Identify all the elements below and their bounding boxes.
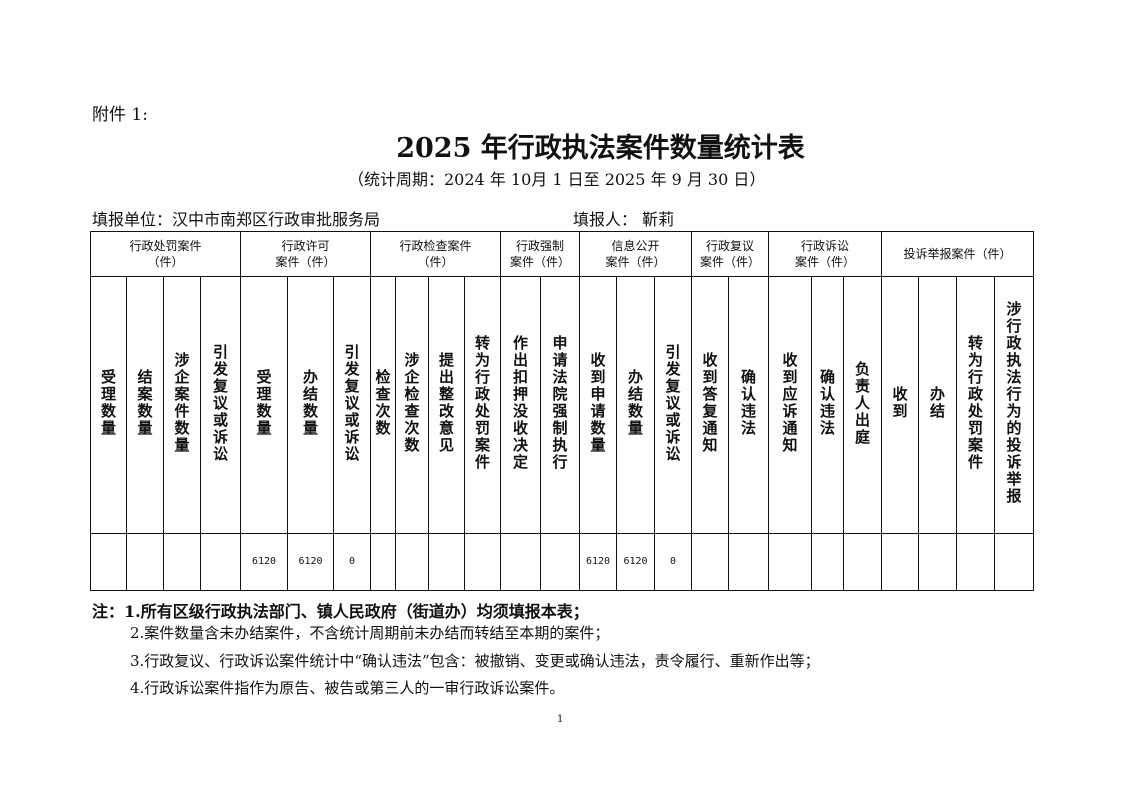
note-4: 4.行政诉讼案件指作为原告、被告或第三人的一审行政诉讼案件。 <box>130 679 565 697</box>
data-cell <box>90 533 127 591</box>
data-cell <box>843 533 882 591</box>
column-label: 确认违法 <box>818 369 836 437</box>
column-label: 引发复议或诉讼 <box>663 343 682 463</box>
group-header: 行政诉讼 案件（件） <box>768 231 882 277</box>
column-label: 引发复议或诉讼 <box>342 343 361 463</box>
group-header: 行政复议 案件（件） <box>691 231 769 277</box>
data-cell <box>728 533 769 591</box>
note-3: 3.行政复议、行政诉讼案件统计中“确认违法”包含：被撤销、变更或确认违法，责令履… <box>130 652 820 670</box>
column-label: 涉企案件数量 <box>172 352 191 454</box>
column-label: 收到 <box>890 386 909 420</box>
group-header: 信息公开 案件（件） <box>579 231 692 277</box>
column-label: 引发复议或诉讼 <box>211 343 229 463</box>
column-header: 作出扣押没收决定 <box>500 276 541 534</box>
data-cell <box>956 533 995 591</box>
column-label: 受理数量 <box>99 369 117 437</box>
data-cell <box>691 533 729 591</box>
data-cell <box>200 533 241 591</box>
column-header: 确认违法 <box>811 276 844 534</box>
group-header: 行政检查案件 （件） <box>370 231 501 277</box>
column-header: 收到答复通知 <box>691 276 729 534</box>
column-header: 涉行政执法行为的投诉举报 <box>994 276 1034 534</box>
column-header: 引发复议或诉讼 <box>654 276 692 534</box>
column-header: 收到 <box>881 276 919 534</box>
column-label: 受理数量 <box>254 369 273 437</box>
data-cell: 6120 <box>240 533 288 591</box>
data-cell <box>370 533 396 591</box>
data-cell <box>811 533 844 591</box>
column-label: 结案数量 <box>135 369 154 437</box>
note-1: 注：1.所有区级行政执法部门、镇人民政府（街道办）均须填报本表； <box>92 602 589 621</box>
filled-by: 填报人： 靳莉 <box>573 210 675 229</box>
note-2: 2.案件数量含未办结案件，不含统计周期前未办结而转结至本期的案件； <box>130 624 610 642</box>
column-label: 办结 <box>928 386 946 420</box>
data-cell <box>918 533 957 591</box>
data-cell: 6120 <box>616 533 655 591</box>
column-label: 办结数量 <box>626 369 644 437</box>
column-header: 办结 <box>918 276 957 534</box>
data-cell <box>881 533 919 591</box>
data-cell <box>163 533 201 591</box>
data-cell <box>768 533 812 591</box>
column-header: 负责人出庭 <box>843 276 882 534</box>
column-label: 作出扣押没收决定 <box>511 335 529 471</box>
column-label: 转为行政处罚案件 <box>473 335 491 471</box>
column-header: 转为行政处罚案件 <box>464 276 501 534</box>
column-header: 申请法院强制执行 <box>540 276 580 534</box>
data-cell: 0 <box>333 533 371 591</box>
data-cell: 6120 <box>579 533 617 591</box>
column-label: 涉企检查次数 <box>402 352 421 454</box>
column-label: 检查次数 <box>373 369 392 437</box>
column-label: 确认违法 <box>739 369 757 437</box>
column-header: 收到应诉通知 <box>768 276 812 534</box>
column-label: 收到应诉通知 <box>780 352 799 454</box>
column-header: 受理数量 <box>240 276 288 534</box>
column-header: 涉企案件数量 <box>163 276 201 534</box>
column-header: 引发复议或诉讼 <box>333 276 371 534</box>
column-header: 引发复议或诉讼 <box>200 276 241 534</box>
data-cell: 6120 <box>287 533 334 591</box>
data-cell: 0 <box>654 533 692 591</box>
column-header: 办结数量 <box>287 276 334 534</box>
column-header: 涉企检查次数 <box>395 276 429 534</box>
group-header: 行政处罚案件 （件） <box>90 231 241 277</box>
column-label: 收到申请数量 <box>588 352 607 454</box>
data-cell <box>994 533 1034 591</box>
data-cell <box>126 533 164 591</box>
group-header: 行政许可 案件（件） <box>240 231 371 277</box>
column-header: 结案数量 <box>126 276 164 534</box>
column-label: 涉行政执法行为的投诉举报 <box>1004 301 1023 505</box>
column-label: 申请法院强制执行 <box>550 335 569 471</box>
data-cell <box>500 533 541 591</box>
data-cell <box>395 533 429 591</box>
column-header: 收到申请数量 <box>579 276 617 534</box>
statistics-period: （统计周期：2024 年 10月 1 日至 2025 年 9 月 30 日） <box>348 170 766 189</box>
attachment-label: 附件 1: <box>92 105 148 125</box>
page-title: 2025 年行政执法案件数量统计表 <box>396 133 805 164</box>
column-header: 检查次数 <box>370 276 396 534</box>
group-header: 投诉举报案件（件） <box>881 231 1034 277</box>
column-header: 办结数量 <box>616 276 655 534</box>
column-header: 提出整改意见 <box>428 276 465 534</box>
column-header: 转为行政处罚案件 <box>956 276 995 534</box>
data-cell <box>464 533 501 591</box>
column-label: 负责人出庭 <box>853 360 871 446</box>
column-label: 转为行政处罚案件 <box>966 335 984 471</box>
page-number: 1 <box>557 714 564 725</box>
column-header: 受理数量 <box>90 276 127 534</box>
column-label: 提出整改意见 <box>437 352 455 454</box>
data-cell <box>540 533 580 591</box>
column-header: 确认违法 <box>728 276 769 534</box>
column-label: 收到答复通知 <box>700 352 719 454</box>
column-label: 办结数量 <box>301 369 319 437</box>
reporting-unit: 填报单位：汉中市南郑区行政审批服务局 <box>92 210 381 229</box>
group-header: 行政强制 案件（件） <box>500 231 580 277</box>
data-cell <box>428 533 465 591</box>
statistics-table: 行政处罚案件 （件） 行政许可 案件（件） 行政检查案件 （件） 行政强制 案件（件）… <box>90 231 1034 591</box>
